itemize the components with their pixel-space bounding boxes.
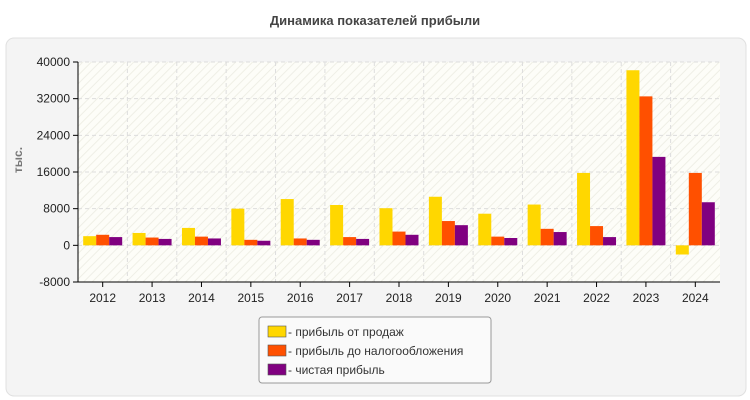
x-tick-label: 2014 xyxy=(188,291,215,305)
bar-2013-s0[interactable] xyxy=(132,232,146,246)
bar-2022-s0[interactable] xyxy=(577,172,591,246)
bar-2019-s2[interactable] xyxy=(454,225,468,246)
y-tick-labels: -8000 0 8000 16000 24000 32000 40000 xyxy=(37,55,78,289)
y-tick-label: 32000 xyxy=(37,92,71,106)
bar-2013-s2[interactable] xyxy=(158,238,172,246)
gridlines xyxy=(77,61,720,282)
legend-swatch xyxy=(267,363,287,376)
y-tick-label: 24000 xyxy=(37,128,71,142)
bar-2018-s1[interactable] xyxy=(392,231,406,246)
bar-2023-s0[interactable] xyxy=(626,70,640,246)
bar-2012-s1[interactable] xyxy=(96,234,110,246)
x-tick-label: 2015 xyxy=(237,291,264,305)
y-tick-label: 40000 xyxy=(37,55,71,69)
bar-2012-s0[interactable] xyxy=(83,236,97,246)
y-tick-label: 0 xyxy=(63,238,70,252)
x-tick-label: 2020 xyxy=(484,291,511,305)
x-tick-label: 2022 xyxy=(583,291,610,305)
y-tick-label: 16000 xyxy=(37,165,71,179)
x-tick-label: 2024 xyxy=(682,291,709,305)
bar-2018-s0[interactable] xyxy=(379,208,393,246)
legend-swatch xyxy=(267,325,287,338)
plot-area xyxy=(78,62,720,282)
x-tick-labels: 2012 2013 2014 2015 2016 2017 2018 2019 2020 2021… xyxy=(89,282,709,305)
bars xyxy=(83,70,715,255)
y-tick-label: -8000 xyxy=(39,275,70,289)
x-tick-label: 2012 xyxy=(89,291,116,305)
x-tick-label: 2021 xyxy=(534,291,561,305)
legend-label: - прибыль до налогообложения xyxy=(288,344,463,358)
bar-2020-s2[interactable] xyxy=(504,238,518,246)
y-axis-label: тыс. xyxy=(11,147,25,173)
legend-swatch xyxy=(267,344,287,357)
bar-2014-s2[interactable] xyxy=(207,238,221,246)
bar-2016-s0[interactable] xyxy=(280,199,294,246)
legend-label: - прибыль от продаж xyxy=(288,325,404,339)
x-tick-label: 2017 xyxy=(336,291,363,305)
x-tick-label: 2023 xyxy=(633,291,660,305)
bar-2017-s0[interactable] xyxy=(330,205,344,246)
bar-2019-s0[interactable] xyxy=(428,196,442,246)
bar-2020-s1[interactable] xyxy=(491,236,505,246)
bar-2021-s0[interactable] xyxy=(527,204,541,246)
bar-2015-s0[interactable] xyxy=(231,208,245,246)
bar-2014-s0[interactable] xyxy=(181,227,195,246)
bar-2022-s1[interactable] xyxy=(590,226,604,246)
bar-2021-s1[interactable] xyxy=(540,228,554,246)
bar-2016-s1[interactable] xyxy=(293,238,307,246)
bar-2024-s2[interactable] xyxy=(701,202,715,246)
bar-2013-s1[interactable] xyxy=(145,237,159,246)
bar-2019-s1[interactable] xyxy=(441,221,455,246)
bar-2022-s2[interactable] xyxy=(603,237,617,246)
bar-2014-s1[interactable] xyxy=(194,236,208,246)
bar-2015-s1[interactable] xyxy=(244,239,258,246)
bar-2017-s2[interactable] xyxy=(356,238,370,246)
bar-2015-s2[interactable] xyxy=(257,240,271,246)
legend-label: - чистая прибыль xyxy=(288,363,385,377)
x-tick-label: 2013 xyxy=(139,291,166,305)
legend-box xyxy=(258,316,492,384)
y-tick-label: 8000 xyxy=(43,202,70,216)
bar-2017-s1[interactable] xyxy=(343,237,357,246)
x-tick-label: 2018 xyxy=(386,291,413,305)
chart-title: Динамика показателей прибыли xyxy=(270,13,480,28)
bar-2021-s2[interactable] xyxy=(553,232,567,246)
bar-2016-s2[interactable] xyxy=(306,239,320,246)
x-tick-label: 2019 xyxy=(435,291,462,305)
bar-2012-s2[interactable] xyxy=(109,237,123,246)
bar-2023-s1[interactable] xyxy=(639,96,653,246)
bar-2020-s0[interactable] xyxy=(478,213,492,246)
bar-2024-s0[interactable] xyxy=(675,245,689,255)
bar-2018-s2[interactable] xyxy=(405,234,419,246)
bar-2023-s2[interactable] xyxy=(652,156,666,246)
bar-2024-s1[interactable] xyxy=(688,172,702,246)
x-tick-label: 2016 xyxy=(287,291,314,305)
legend: - прибыль от продаж - прибыль до налогооб… xyxy=(258,316,492,384)
